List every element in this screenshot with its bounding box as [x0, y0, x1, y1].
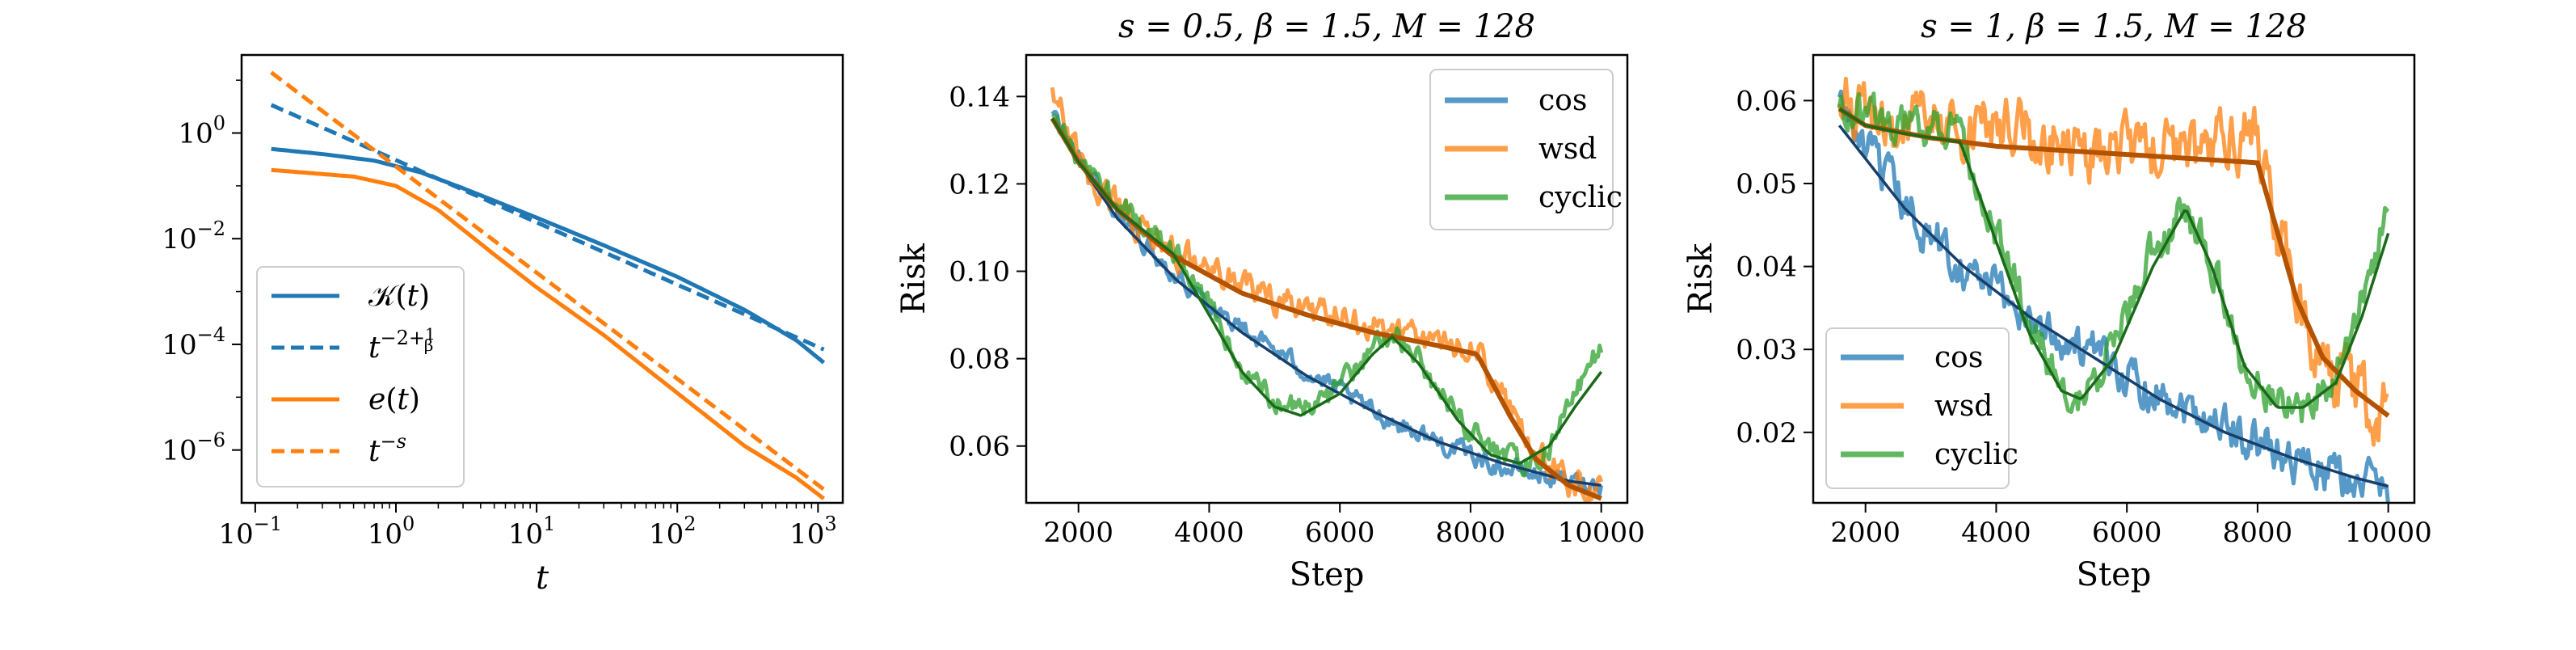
x-tick-label: 6000 [1305, 517, 1375, 549]
plot-area [1837, 76, 2390, 503]
y-tick-label: 10−4 [162, 323, 225, 361]
legend-label-wsd: wsd [1538, 133, 1597, 166]
panel-decay-rates: 10−1 100 101 102 103 100 10−2 10−4 10−6 t 𝒦(t) t… [162, 53, 844, 597]
legend: cos wsd cyclic [1825, 327, 2018, 489]
y-tick-label: 0.05 [1736, 168, 1797, 200]
series-layer [270, 70, 826, 500]
x-tick-label: 2000 [1830, 517, 1900, 549]
legend-label-cos: cos [1934, 341, 1983, 374]
chart-title: s = 1, β = 1.5, M = 128 [1921, 8, 2307, 45]
y-tick-label: 100 [178, 112, 225, 150]
axes-frame [240, 53, 844, 504]
x-axis-label: t [536, 559, 549, 597]
series-cyclic-raw [1050, 113, 1604, 478]
series-layer [1837, 76, 2390, 503]
y-tick-label: 0.10 [949, 256, 1010, 289]
x-tick-label: 4000 [1174, 517, 1244, 549]
y-tick-label: 0.06 [1736, 85, 1797, 117]
y-tick-label: 10−6 [162, 429, 225, 467]
cyclic-fit [1838, 108, 2390, 409]
cos-fit [1837, 125, 2389, 488]
plot-area [1050, 87, 1604, 503]
legend-label-power-beta: t−2+1 β [368, 324, 436, 365]
panel-risk-s05: 2000 4000 6000 8000 10000 0.06 0.08 0.10 0.12 0.1… [895, 8, 1645, 593]
y-tick-label: 0.03 [1736, 334, 1797, 366]
x-tick-label: 10−1 [219, 513, 283, 551]
x-axis-label: Step [1290, 556, 1365, 593]
series-line-1 [270, 103, 825, 352]
x-axis-label: Step [2077, 556, 2152, 593]
legend-label-e: e(t) [368, 383, 420, 416]
cos-fit [1050, 117, 1602, 488]
x-tick-label: 100 [368, 513, 415, 551]
legend: cos wsd cyclic [1429, 69, 1623, 230]
y-tick-label: 0.04 [1736, 251, 1797, 284]
legend-label-k: 𝒦(t) [368, 280, 430, 313]
legend-label-wsd: wsd [1934, 390, 1993, 423]
y-tick-label: 0.06 [949, 431, 1010, 463]
panel-risk-s1: 2000 4000 6000 8000 10000 0.02 0.03 0.04 0.05 0.0… [1682, 8, 2432, 593]
y-axis-label: Risk [1682, 243, 1719, 314]
plot-area [270, 70, 826, 500]
tick-layer: 10−1 100 101 102 103 100 10−2 10−4 10−6 [162, 79, 837, 551]
x-tick-label: 10000 [2345, 517, 2432, 549]
x-tick-label: 6000 [2092, 517, 2162, 549]
cyclic-fit [1050, 117, 1603, 465]
y-tick-label: 0.14 [949, 81, 1010, 113]
legend-label-cyclic: cyclic [1538, 181, 1623, 214]
series-cos-raw [1050, 109, 1604, 496]
series-wsd-raw [1837, 76, 2389, 447]
axes-frame [1025, 53, 1629, 504]
x-tick-label: 102 [649, 513, 697, 551]
legend: 𝒦(t) t−2+1 β e(t) t−s [256, 266, 465, 488]
legend-label-cyclic: cyclic [1934, 438, 2018, 471]
series-cos-raw [1837, 89, 2390, 503]
y-tick-label: 0.12 [949, 168, 1010, 200]
x-tick-label: 103 [789, 513, 837, 551]
y-axis-label: Risk [895, 243, 932, 314]
legend-label-cos: cos [1538, 84, 1587, 117]
x-tick-label: 8000 [2223, 517, 2293, 549]
legend-box [256, 266, 465, 488]
series-line-2 [271, 167, 826, 500]
x-tick-label: 101 [508, 513, 556, 551]
series-layer [1050, 87, 1604, 503]
tick-layer: 2000 4000 6000 8000 10000 0.02 0.03 0.04 0.05 0.0… [1736, 85, 2431, 549]
tick-layer: 2000 4000 6000 8000 10000 0.06 0.08 0.10 0.12 0.1… [949, 81, 1644, 549]
x-tick-label: 2000 [1043, 517, 1113, 549]
chart-title: s = 0.5, β = 1.5, M = 128 [1118, 8, 1535, 45]
legend-box [1825, 327, 2010, 489]
x-tick-label: 4000 [1961, 517, 2031, 549]
series-line-0 [271, 146, 826, 365]
x-tick-label: 10000 [1558, 517, 1645, 549]
y-tick-label: 0.08 [949, 344, 1010, 376]
y-tick-label: 0.02 [1736, 417, 1797, 450]
x-tick-label: 8000 [1436, 517, 1506, 549]
series-cyclic-raw [1837, 91, 2390, 424]
legend-label-power-s: t−s [368, 430, 406, 468]
legend-box [1429, 69, 1614, 230]
y-tick-label: 10−2 [162, 217, 225, 255]
axes-frame [1812, 53, 2416, 504]
